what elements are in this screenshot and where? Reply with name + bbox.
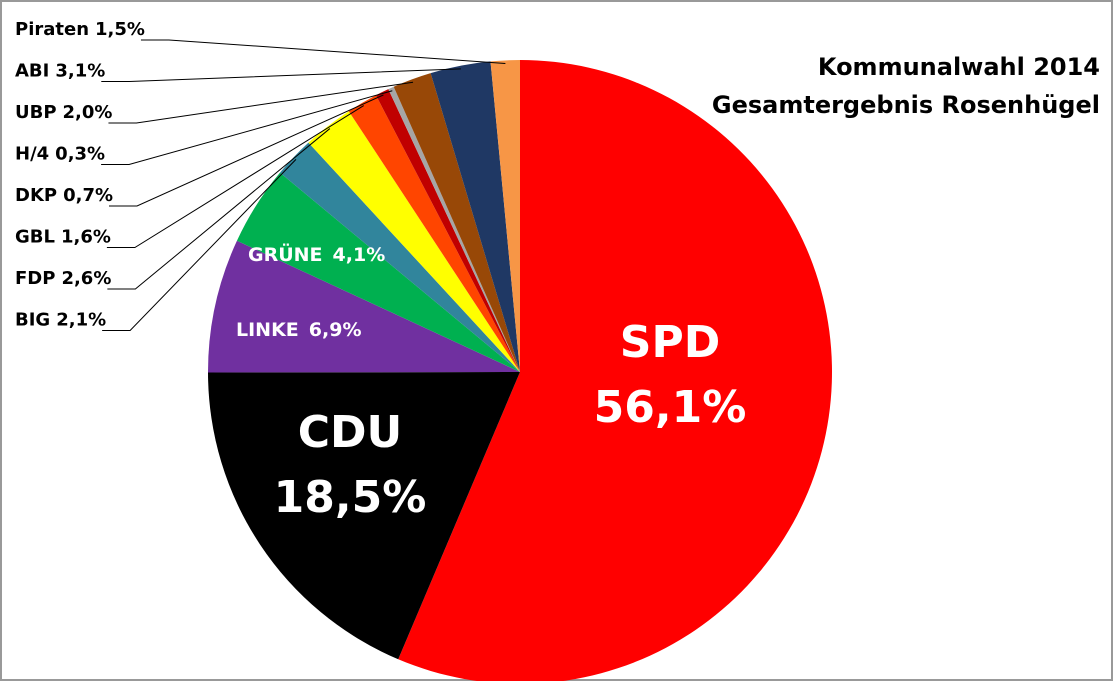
slice-label: CDU	[298, 407, 403, 458]
slice-label: FDP 2,6%	[15, 268, 111, 289]
pie-slice	[236, 172, 520, 372]
slice-label: UBP 2,0%	[15, 102, 112, 123]
pie-slice	[208, 372, 521, 660]
value-label: 2,6%	[61, 268, 111, 289]
category-name: BIG	[15, 310, 50, 331]
pie-slice	[430, 61, 520, 372]
category-name: LINKE	[236, 319, 299, 341]
leader-line	[140, 39, 506, 64]
leader-line	[108, 81, 414, 124]
chart-title: Kommunalwahl 2014	[818, 53, 1100, 81]
slice-label: ABI 3,1%	[15, 61, 105, 82]
leader-line	[101, 90, 393, 165]
value-label: 1,5%	[95, 19, 145, 40]
leader-line	[107, 128, 331, 290]
category-name: DKP	[15, 185, 57, 206]
pie-slice	[348, 95, 520, 372]
slice-label: DKP 0,7%	[15, 185, 113, 206]
leader-line	[106, 105, 364, 248]
category-name: Piraten	[15, 19, 89, 40]
chart-subtitle: Gesamtergebnis Rosenhügel	[712, 91, 1100, 119]
value-label: 0,7%	[63, 185, 113, 206]
slice-label: GBL 1,6%	[15, 227, 111, 248]
category-name: UBP	[15, 102, 57, 123]
slice-label: LINKE 6,9%	[236, 319, 361, 341]
value-label: 18,5%	[274, 472, 427, 523]
value-label: 2,0%	[63, 102, 113, 123]
slice-label: SPD	[620, 317, 720, 368]
pie-slice	[279, 142, 520, 372]
slice-label: GRÜNE 4,1%	[248, 242, 385, 266]
slice-label: H/4 0,3%	[15, 144, 105, 165]
category-name: H/4	[15, 144, 49, 165]
value-label: 3,1%	[55, 61, 105, 82]
slice-label: Piraten 1,5%	[15, 19, 145, 40]
pie-slice	[398, 60, 832, 681]
category-name: GRÜNE	[248, 242, 323, 266]
category-name: ABI	[15, 61, 49, 82]
category-name: FDP	[15, 268, 55, 289]
value-label: 56,1%	[594, 382, 747, 433]
pie-slice	[208, 240, 520, 373]
leader-line	[109, 94, 384, 207]
slice-label: BIG 2,1%	[15, 310, 106, 331]
value-label: 6,9%	[309, 319, 362, 341]
value-label: 2,1%	[56, 310, 106, 331]
pie-slice	[393, 73, 520, 372]
pie-slice	[490, 60, 520, 372]
leader-line	[101, 68, 461, 82]
pie-slice	[308, 111, 520, 372]
value-label: 0,3%	[55, 144, 105, 165]
value-label: 1,6%	[61, 227, 111, 248]
value-label: 4,1%	[333, 244, 386, 266]
leader-line	[102, 159, 297, 331]
category-name: GBL	[15, 227, 55, 248]
pie-slice	[388, 86, 520, 372]
pie-slice	[375, 89, 520, 373]
